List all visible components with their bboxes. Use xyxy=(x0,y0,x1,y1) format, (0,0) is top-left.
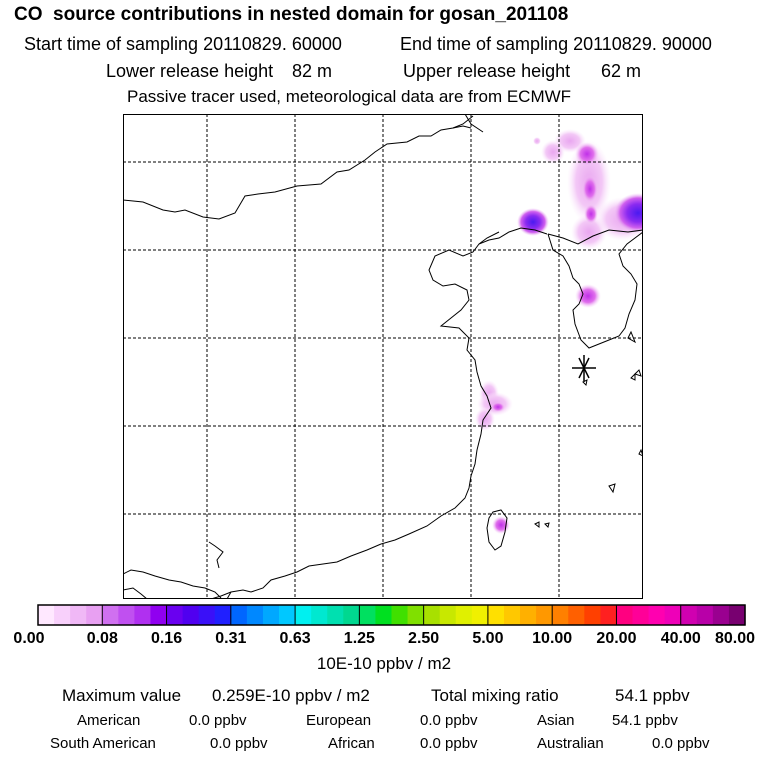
region-south-american-value: 0.0 ppbv xyxy=(210,735,268,752)
color-scale-cell xyxy=(664,605,682,625)
map-panel xyxy=(123,114,643,599)
color-scale-cell xyxy=(568,605,585,625)
color-scale-cell xyxy=(70,605,87,625)
color-scale-dividers xyxy=(101,605,682,625)
upper-release-label: Upper release height xyxy=(403,61,571,81)
color-scale-cell xyxy=(311,605,328,625)
region-south-american-name: South American xyxy=(50,735,156,752)
asterisk-icon xyxy=(572,355,596,381)
lower-release-label: Lower release height xyxy=(106,61,274,81)
color-scale-cell xyxy=(712,605,730,625)
tracer-plume xyxy=(475,129,642,534)
region-african-value: 0.0 ppbv xyxy=(420,735,478,752)
color-scale-cell xyxy=(423,605,441,625)
color-scale-tick-label: 0.08 xyxy=(86,630,118,647)
color-scale-tick-label: 2.50 xyxy=(408,630,440,647)
color-scale-tick-label: 0.31 xyxy=(215,630,247,647)
color-scale-cell xyxy=(391,605,409,625)
total-mixing-label: Total mixing ratio xyxy=(431,686,559,705)
color-scale-cell xyxy=(343,605,360,625)
color-scale-cell xyxy=(616,605,634,625)
color-scale-cell xyxy=(86,605,103,625)
region-european-value: 0.0 ppbv xyxy=(420,712,478,729)
max-value-label: Maximum value xyxy=(62,686,182,705)
max-value: 0.259E-10 ppbv / m2 xyxy=(212,686,370,705)
lat-lon-grid xyxy=(123,114,643,599)
color-scale-cell xyxy=(327,605,344,625)
region-australian-value: 0.0 ppbv xyxy=(652,735,710,752)
color-scale-cell xyxy=(54,605,71,625)
color-scale-cell xyxy=(214,605,232,625)
color-scale-cell xyxy=(407,605,425,625)
color-scale-cell xyxy=(182,605,200,625)
region-european-name: European xyxy=(306,712,372,729)
color-scale-cell xyxy=(680,605,698,625)
color-scale-cell xyxy=(166,605,184,625)
color-scale-cell xyxy=(150,605,168,625)
color-scale-cell xyxy=(471,605,489,625)
color-scale-tick-label: 20.00 xyxy=(596,630,637,647)
color-scale-tick-label: 1.25 xyxy=(343,630,375,647)
color-scale-cell xyxy=(696,605,714,625)
color-scale-tick-label: 0.00 xyxy=(13,630,45,647)
map-frame xyxy=(123,114,643,599)
upper-release-value: 62 m xyxy=(601,61,642,81)
color-scale-cell xyxy=(584,605,601,625)
color-scale-cell xyxy=(246,605,264,625)
color-scale-cell xyxy=(262,605,280,625)
color-scale-cell xyxy=(520,605,537,625)
color-scale-cell xyxy=(487,605,505,625)
color-scale-cell xyxy=(439,605,457,625)
color-scale-tick-label: 5.00 xyxy=(472,630,504,647)
color-scale-cell xyxy=(118,605,136,625)
region-african-name: African xyxy=(328,735,375,752)
color-scale-unit: 10E-10 ppbv / m2 xyxy=(316,654,452,673)
color-scale-cell xyxy=(728,605,746,625)
tracer-note: Passive tracer used, meteorological data… xyxy=(127,87,572,106)
color-scale-cell xyxy=(536,605,553,625)
color-scale-cell xyxy=(295,605,312,625)
lower-release-value: 82 m xyxy=(292,61,333,81)
color-scale-tick-label: 40.00 xyxy=(660,630,701,647)
region-australian-name: Australian xyxy=(537,735,604,752)
color-scale-cell xyxy=(134,605,152,625)
coastlines-borders xyxy=(123,114,642,598)
color-scale-cells xyxy=(38,605,746,625)
color-scale-cell xyxy=(359,605,377,625)
end-time-label: End time of sampling 20110829. 90000 xyxy=(400,34,712,54)
color-scale-cell xyxy=(230,605,248,625)
color-scale-cell xyxy=(279,605,296,625)
region-asian-name: Asian xyxy=(537,712,575,729)
color-scale-cell xyxy=(632,605,650,625)
color-scale-cell xyxy=(503,605,521,625)
color-scale-tick-label: 10.00 xyxy=(532,630,573,647)
color-scale-cell xyxy=(102,605,119,625)
color-scale-cell xyxy=(648,605,666,625)
color-scale-frame xyxy=(37,604,746,626)
color-scale-tick-label: 0.16 xyxy=(150,630,183,647)
color-scale-tick-label: 0.63 xyxy=(279,630,311,647)
region-american-value: 0.0 ppbv xyxy=(189,712,247,729)
color-scale-cell xyxy=(455,605,473,625)
total-mixing-value: 54.1 ppbv xyxy=(615,686,690,705)
color-scale-tick-label: 80.00 xyxy=(714,630,756,647)
start-time-label: Start time of sampling 20110829. 60000 xyxy=(24,34,342,54)
color-scale-cell xyxy=(375,605,393,625)
chart-title: CO source contributions in nested domain… xyxy=(14,4,569,25)
color-scale-cell xyxy=(38,605,55,625)
color-scale-cell xyxy=(552,605,569,625)
color-scale-bar xyxy=(37,604,746,626)
color-scale-cell xyxy=(198,605,216,625)
region-asian-value: 54.1 ppbv xyxy=(612,712,678,729)
region-american-name: American xyxy=(77,712,141,729)
color-scale-cell xyxy=(600,605,618,625)
